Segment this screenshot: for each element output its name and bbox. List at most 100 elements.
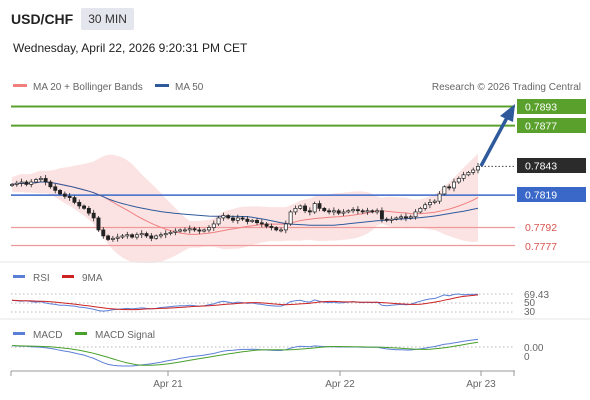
candle-body-up bbox=[279, 229, 283, 232]
candle-body-up bbox=[461, 174, 466, 179]
candle bbox=[101, 227, 106, 239]
bollinger-band bbox=[12, 153, 478, 264]
candle bbox=[365, 207, 370, 215]
label-box-0.7893 bbox=[517, 99, 586, 114]
candle-body-up bbox=[235, 217, 240, 221]
candle bbox=[10, 182, 14, 188]
candle-body-up bbox=[351, 209, 356, 212]
forecast-arrow bbox=[479, 104, 515, 167]
candle-body-down bbox=[370, 210, 375, 213]
rsi-tick-30: 30 bbox=[524, 307, 536, 318]
candle-body-up bbox=[168, 231, 173, 234]
candle bbox=[96, 216, 101, 232]
rsi-ma-legend-label: 9MA bbox=[82, 273, 103, 284]
candle-body-up bbox=[293, 208, 298, 213]
macd-signal-legend-swatch bbox=[75, 332, 87, 335]
forecast-arrowhead bbox=[500, 104, 515, 122]
candle bbox=[423, 202, 428, 211]
candle bbox=[207, 225, 211, 233]
candle bbox=[269, 223, 274, 231]
candle bbox=[413, 209, 418, 220]
timeframe-badge[interactable]: 30 MIN bbox=[81, 8, 134, 30]
candle bbox=[274, 226, 279, 232]
timestamp: Wednesday, April 22, 2026 9:20:31 PM CET bbox=[13, 41, 248, 55]
candle-body-down bbox=[269, 225, 274, 228]
candle bbox=[408, 214, 413, 220]
candle-body-down bbox=[327, 210, 332, 213]
label-box-0.7819 bbox=[517, 187, 586, 202]
candle-body-up bbox=[471, 169, 476, 173]
candle-body-up bbox=[375, 210, 380, 213]
macd-legend-label: MACD bbox=[33, 330, 62, 341]
candle bbox=[384, 217, 389, 223]
price-panel: 0.7893 0.7877 0.7843 0.7819 0.7792 0.777… bbox=[10, 99, 586, 264]
candle-body-up bbox=[466, 172, 471, 176]
candle bbox=[279, 227, 283, 233]
candle bbox=[255, 217, 259, 226]
price-labels: 0.7893 0.7877 0.7843 0.7819 0.7792 0.777… bbox=[517, 99, 586, 253]
candle bbox=[456, 176, 461, 184]
candle-body-down bbox=[77, 202, 82, 207]
candle bbox=[62, 191, 67, 199]
candle-body-down bbox=[192, 228, 197, 231]
candle bbox=[168, 230, 173, 236]
candle bbox=[288, 210, 293, 226]
candle bbox=[298, 204, 303, 210]
candle-body-up bbox=[399, 216, 404, 219]
source-credit: Research © 2026 Trading Central bbox=[432, 82, 581, 93]
candle-body-up bbox=[365, 210, 370, 213]
price-label-0.7877: 0.7877 bbox=[525, 121, 557, 133]
candle bbox=[72, 195, 77, 205]
candle bbox=[303, 203, 308, 214]
ma50-line bbox=[11, 181, 479, 226]
candle bbox=[139, 230, 144, 239]
candle-body-down bbox=[384, 218, 389, 221]
rsi-last-value: 69.43 bbox=[524, 290, 549, 301]
candle-body-up bbox=[331, 210, 336, 213]
candle bbox=[461, 171, 466, 182]
candle-body-down bbox=[245, 218, 250, 222]
candle bbox=[351, 207, 356, 214]
candle bbox=[53, 183, 58, 194]
label-box-last-price bbox=[517, 158, 586, 173]
candle bbox=[403, 213, 408, 222]
candle-body-up bbox=[283, 223, 288, 231]
candle bbox=[245, 216, 250, 225]
candle-body-up bbox=[134, 234, 139, 238]
candle-body-down bbox=[67, 196, 72, 198]
candle-body-up bbox=[178, 229, 183, 232]
candle-body-up bbox=[173, 230, 178, 233]
candle bbox=[48, 180, 53, 189]
price-label-0.7792: 0.7792 bbox=[525, 222, 557, 234]
candle bbox=[211, 220, 216, 231]
candle-body-up bbox=[452, 181, 456, 189]
candle-body-up bbox=[298, 205, 303, 209]
candle-body-up bbox=[120, 235, 125, 238]
macd-signal-line bbox=[11, 341, 479, 366]
candle-body-down bbox=[106, 235, 111, 240]
candle bbox=[226, 214, 231, 220]
candle bbox=[322, 206, 327, 213]
candle-body-down bbox=[403, 216, 408, 219]
candle bbox=[38, 176, 43, 182]
candle-body-up bbox=[34, 179, 38, 183]
candle bbox=[307, 207, 312, 216]
candle-body-down bbox=[322, 208, 327, 212]
candle bbox=[216, 216, 221, 226]
rsi-legend-label: RSI bbox=[33, 273, 50, 284]
candle-body-up bbox=[187, 228, 192, 231]
candle bbox=[77, 199, 82, 209]
candle bbox=[283, 220, 288, 234]
macd-signal-legend-label: MACD Signal bbox=[95, 330, 155, 341]
candle-body-down bbox=[303, 205, 308, 212]
candle-body-up bbox=[428, 202, 432, 206]
candle-body-up bbox=[389, 218, 394, 221]
candle-body-up bbox=[202, 229, 207, 232]
candle bbox=[14, 180, 19, 187]
x-tick-label: Apr 23 bbox=[466, 379, 496, 390]
candle-body-up bbox=[437, 193, 442, 202]
macd-line bbox=[11, 338, 479, 367]
candle-body-down bbox=[86, 208, 91, 214]
candle-body-up bbox=[456, 178, 461, 183]
